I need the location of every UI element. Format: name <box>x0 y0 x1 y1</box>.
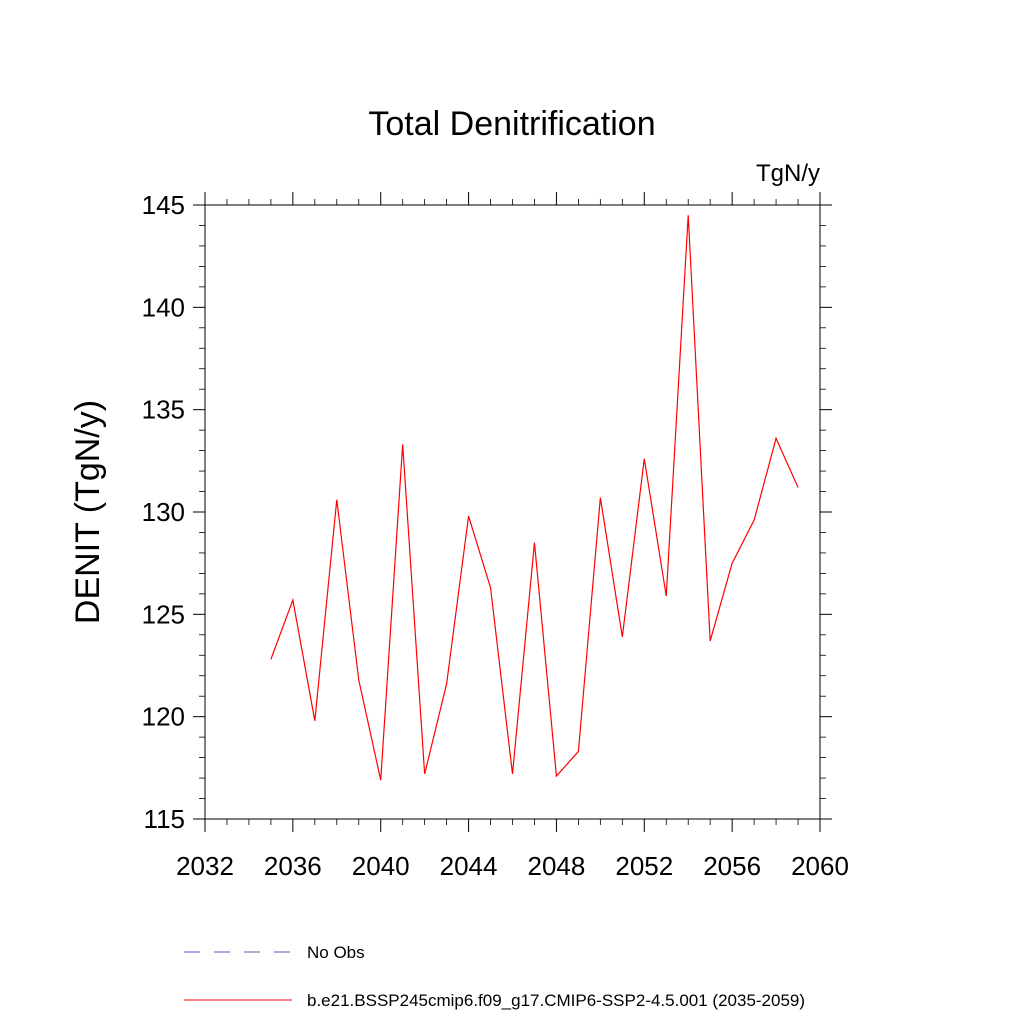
x-tick-label: 2040 <box>352 851 410 881</box>
chart-title: Total Denitrification <box>368 105 655 143</box>
x-minor-ticks <box>226 199 799 825</box>
y-tick-label: 145 <box>142 190 185 220</box>
x-tick-label: 2056 <box>703 851 761 881</box>
y-tick-label: 125 <box>142 599 185 629</box>
series-line-0 <box>270 215 799 781</box>
y-tick-label: 130 <box>142 497 185 527</box>
x-axis-ticks: 2032 2036 2040 2044 2048 2052 2056 2060 <box>176 192 849 881</box>
x-tick-label: 2036 <box>264 851 322 881</box>
legend-label: No Obs <box>307 943 365 962</box>
y-tick-label: 140 <box>142 292 185 322</box>
y-tick-label: 135 <box>142 395 185 425</box>
y-axis-label: DENIT (TgN/y) <box>69 400 107 624</box>
y-axis-ticks: 115 120 125 130 135 140 145 <box>142 190 832 834</box>
legend-item: No Obs <box>184 943 365 962</box>
legend-item: b.e21.BSSP245cmip6.f09_g17.CMIP6-SSP2-4.… <box>184 991 805 1010</box>
y-tick-label: 120 <box>142 702 185 732</box>
x-tick-label: 2032 <box>176 851 234 881</box>
units-label: TgN/y <box>756 160 820 187</box>
x-tick-label: 2060 <box>791 851 849 881</box>
legend-label: b.e21.BSSP245cmip6.f09_g17.CMIP6-SSP2-4.… <box>307 991 805 1010</box>
y-minor-ticks <box>199 225 826 799</box>
plot-frame <box>204 204 821 820</box>
x-tick-label: 2052 <box>615 851 673 881</box>
series-layer <box>270 215 799 781</box>
legend: No Obs b.e21.BSSP245cmip6.f09_g17.CMIP6-S… <box>184 943 805 1010</box>
plot-border <box>204 204 821 820</box>
y-tick-label: 115 <box>144 804 185 834</box>
x-tick-label: 2044 <box>440 851 498 881</box>
x-tick-label: 2048 <box>528 851 586 881</box>
